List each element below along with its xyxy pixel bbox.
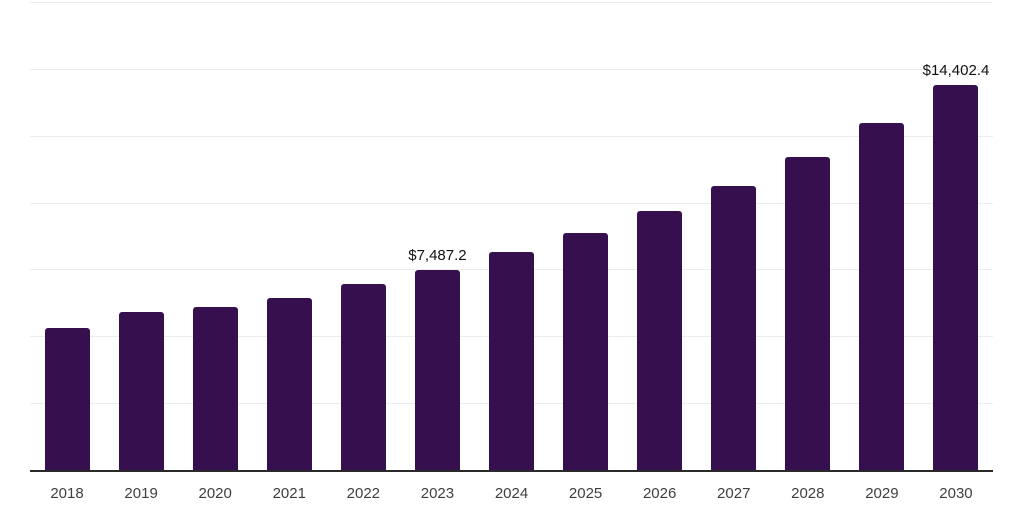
bar-slot-2020 [178, 2, 252, 470]
x-tick-label-2022: 2022 [346, 485, 381, 502]
bar-2029[interactable] [859, 123, 905, 470]
bar-2019[interactable] [118, 312, 164, 470]
bar-2020[interactable] [192, 307, 238, 470]
bar-2018[interactable] [44, 328, 90, 470]
x-axis-labels: 2018 2019 2020 2021 2022 2023 2024 2025 2026 2027… [30, 485, 993, 503]
x-tick-label-2024: 2024 [494, 485, 529, 502]
bar-slot-2019 [104, 2, 178, 470]
bar-slot-2030: $14,402.4 [919, 2, 993, 470]
gridline [30, 135, 993, 137]
bar-slot-2022 [326, 2, 400, 470]
bar-slot-2028 [771, 2, 845, 470]
bar-slot-2027 [697, 2, 771, 470]
bars-container: $7,487.2 $14,402.4 [30, 2, 993, 470]
x-tick-label-2021: 2021 [272, 485, 306, 502]
bar-slot-2023: $7,487.2 [400, 2, 474, 470]
x-tick-label-2029: 2029 [865, 485, 899, 502]
x-axis-line [30, 470, 993, 472]
bar-2030[interactable] [933, 85, 979, 470]
x-tick-label-2026: 2026 [642, 485, 677, 502]
plot-area: $7,487.2 $14,402.4 [30, 2, 993, 470]
x-tick-label-2018: 2018 [50, 485, 84, 502]
x-tick-label-2027: 2027 [717, 485, 751, 502]
bar-slot-2021 [252, 2, 326, 470]
bar-slot-2025 [549, 2, 623, 470]
x-tick-label-2019: 2019 [124, 485, 158, 502]
gridline [30, 68, 993, 70]
x-tick-label-2023: 2023 [420, 485, 455, 502]
x-tick-label-2020: 2020 [198, 485, 232, 502]
x-tick-label-2028: 2028 [791, 485, 825, 502]
bar-2022[interactable] [340, 284, 386, 470]
data-label-2023: $7,487.2 [408, 247, 467, 264]
gridline [30, 202, 993, 204]
bar-slot-2026 [623, 2, 697, 470]
bar-slot-2029 [845, 2, 919, 470]
bar-2021[interactable] [266, 298, 312, 470]
data-label-2030: $14,402.4 [922, 62, 990, 79]
bar-2025[interactable] [563, 233, 609, 470]
bar-2028[interactable] [785, 157, 831, 470]
x-tick-label-2025: 2025 [568, 485, 603, 502]
bar-slot-2018 [30, 2, 104, 470]
bar-2023[interactable] [414, 270, 460, 470]
bar-2026[interactable] [637, 211, 683, 470]
gridline [30, 2, 993, 3]
bar-2024[interactable] [489, 252, 534, 470]
bar-slot-2024 [474, 2, 548, 470]
x-tick-label-2030: 2030 [939, 485, 973, 502]
bar-2027[interactable] [711, 186, 757, 470]
